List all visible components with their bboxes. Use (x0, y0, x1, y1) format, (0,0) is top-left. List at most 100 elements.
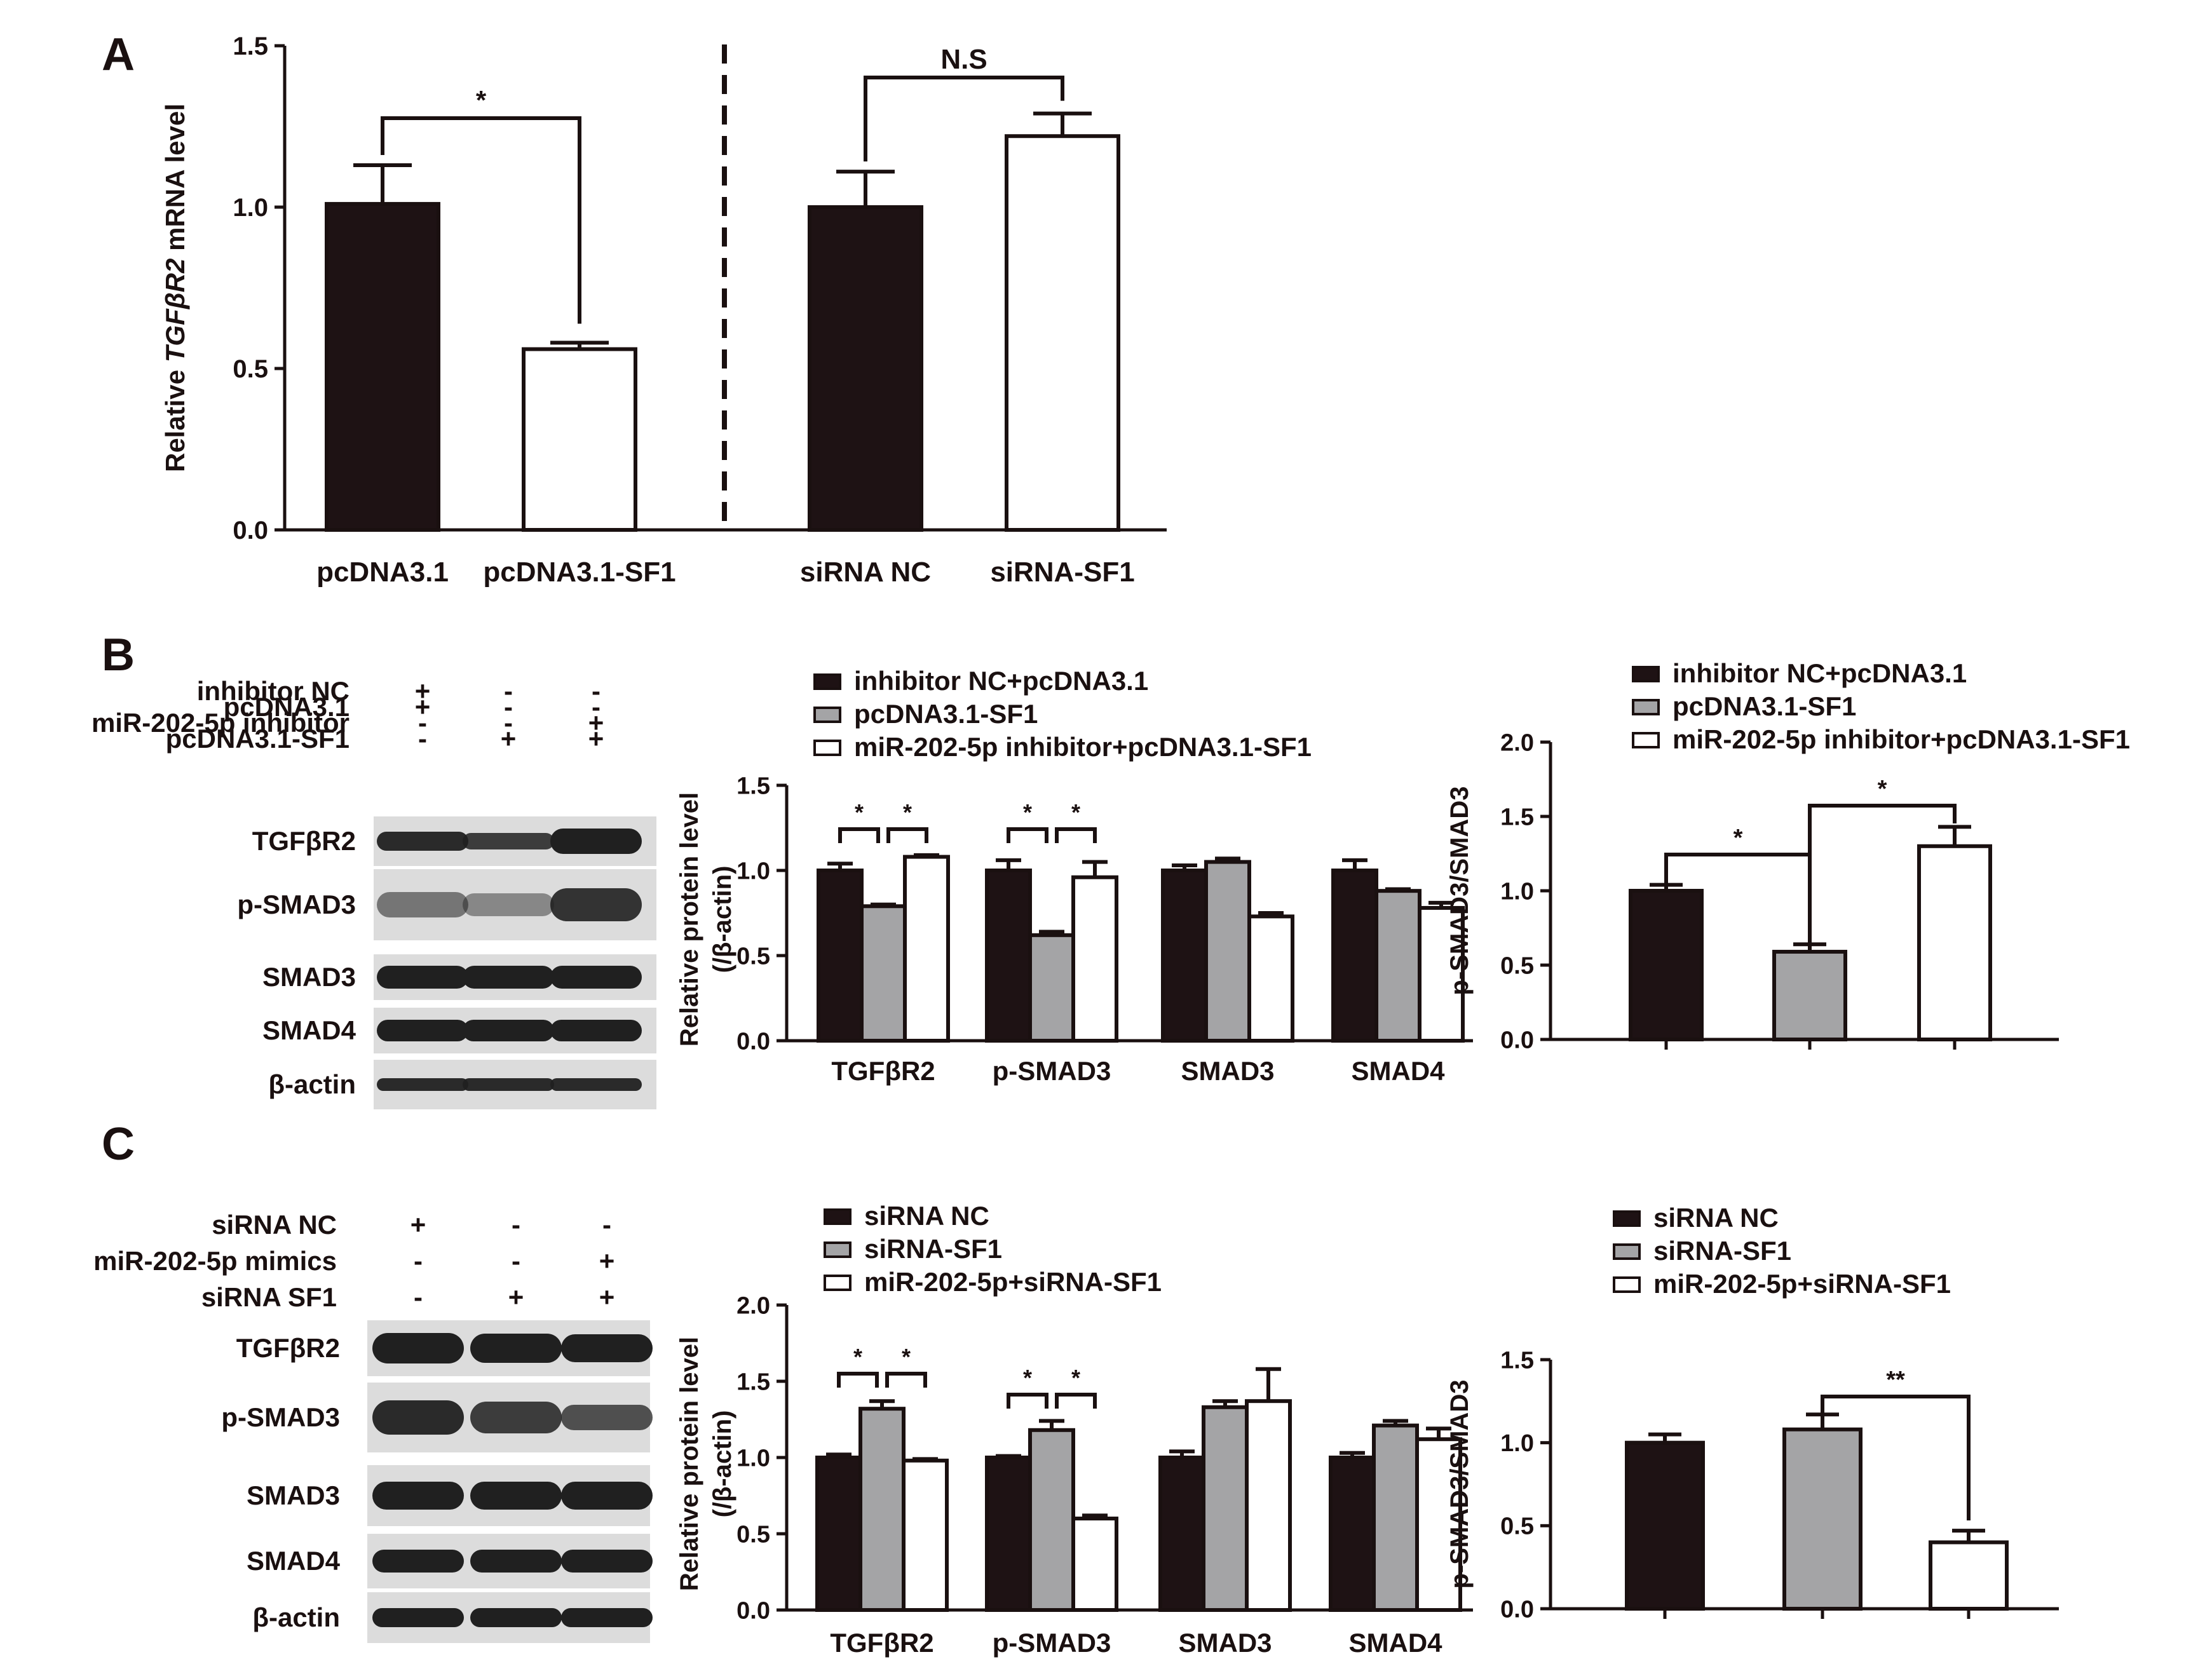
y-axis-label-part: mRNA level (160, 104, 190, 259)
protein-band (550, 829, 642, 854)
legend-label: miR-202-5p inhibitor+pcDNA3.1-SF1 (1673, 724, 2130, 754)
protein-band (463, 966, 554, 989)
condition-sign: - (504, 692, 513, 722)
legend-label: siRNA NC (1653, 1203, 1779, 1233)
band-label: SMAD4 (262, 1015, 356, 1045)
chart-a-mrna: 0.0 0.5 1.0 1.5 Relative TGFβR2 mRNA level pc… (160, 32, 1167, 588)
legend-swatch (824, 1208, 852, 1225)
bar (1204, 860, 1251, 1043)
legend-swatch (1613, 1210, 1641, 1227)
legend-swatch (1613, 1276, 1641, 1293)
significance-bracket (381, 116, 581, 324)
protein-band (470, 1482, 562, 1510)
condition-sign: + (501, 724, 517, 754)
significance-bracket (1821, 1395, 1971, 1520)
significance-bracket-label: N.S (940, 44, 987, 75)
condition-sign: - (602, 1210, 611, 1240)
protein-band (377, 1078, 468, 1091)
protein-band (550, 1078, 642, 1091)
y-axis-label: p-SMAD3/SMAD3 (1446, 787, 1474, 996)
bar (858, 1407, 906, 1612)
condition-label: inhibitor NC (197, 676, 349, 706)
y-tick-label: 0.0 (1500, 1027, 1534, 1053)
x-tick-label: p-SMAD3 (993, 1056, 1111, 1086)
condition-sign: - (504, 676, 513, 706)
protein-band (561, 1482, 653, 1510)
condition-sign: + (588, 724, 604, 754)
condition-sign: - (592, 692, 600, 722)
y-axis-label: p-SMAD3/SMAD3 (1446, 1380, 1474, 1589)
x-tick-label: SMAD3 (1178, 1628, 1272, 1658)
bar (1929, 1540, 2009, 1611)
bar (1772, 949, 1847, 1041)
legend-label: miR-202-5p+siRNA-SF1 (864, 1267, 1162, 1297)
significance-bracket (1007, 1393, 1048, 1409)
protein-band (561, 1550, 653, 1573)
protein-band (377, 1020, 468, 1041)
bar (1005, 134, 1120, 532)
significance-bracket-label: * (902, 1344, 911, 1370)
protein-band (550, 888, 642, 921)
significance-bracket (864, 76, 1064, 162)
legend-label: siRNA NC (864, 1201, 989, 1231)
y-axis-label: Relative TGFβR2 mRNA level (160, 104, 190, 472)
condition-sign: + (599, 1282, 615, 1312)
bar (1629, 889, 1704, 1041)
significance-bracket-label: * (1878, 776, 1887, 802)
condition-sign: - (414, 1282, 423, 1312)
protein-band (561, 1334, 653, 1362)
protein-band (377, 966, 468, 989)
band-label: TGFβR2 (252, 826, 356, 856)
legend-label: inhibitor NC+pcDNA3.1 (1673, 658, 1967, 688)
protein-band (470, 1550, 562, 1573)
x-tick-label: TGFβR2 (831, 1056, 935, 1086)
y-tick-label: 2.0 (736, 1292, 770, 1319)
bar (1331, 869, 1378, 1043)
band-label: SMAD3 (262, 962, 356, 992)
bar (1158, 1456, 1205, 1612)
bar (808, 205, 923, 532)
bar (1071, 875, 1118, 1043)
chart-c-psmad3-ratio: 0.0 0.5 1.0 1.5 p-SMAD3/SMAD3 siRNA NCsiRNA-S… (1446, 1203, 2059, 1623)
bar (903, 855, 950, 1043)
x-tick-label: TGFβR2 (830, 1628, 933, 1658)
y-tick-label: 1.5 (1500, 804, 1534, 830)
x-tick-label: SMAD3 (1181, 1056, 1274, 1086)
condition-sign: - (418, 708, 427, 738)
x-tick-label: p-SMAD3 (993, 1628, 1111, 1658)
y-tick-label: 0.5 (736, 1521, 770, 1548)
protein-band (463, 833, 554, 849)
legend-swatch (824, 1241, 852, 1258)
y-tick-label: 1.0 (1500, 1430, 1534, 1457)
condition-sign: - (512, 1210, 520, 1240)
y-tick-label: 1.0 (233, 194, 268, 222)
bar (1372, 1423, 1419, 1613)
bar (1028, 933, 1075, 1043)
y-axis-label-part: TGFβR2 (160, 259, 190, 363)
legend-label: siRNA-SF1 (1653, 1236, 1791, 1266)
significance-bracket (1808, 804, 1957, 947)
bar (1071, 1517, 1118, 1612)
condition-label: siRNA SF1 (201, 1282, 337, 1312)
y-tick-label: 1.5 (1500, 1347, 1534, 1374)
significance-bracket (837, 1372, 879, 1388)
protein-band (561, 1405, 653, 1430)
protein-band (470, 1608, 562, 1627)
legend-label: miR-202-5p inhibitor+pcDNA3.1-SF1 (854, 732, 1312, 762)
western-blot-c: siRNA NC + - - miR-202-5p mimics - - + siRNA SF1… (93, 1210, 653, 1643)
condition-sign: + (588, 708, 604, 738)
significance-bracket-label: * (476, 85, 487, 115)
legend-swatch (813, 673, 841, 690)
y-axis-label: Relative protein level (675, 792, 703, 1046)
significance-bracket-label: * (1734, 825, 1743, 851)
protein-band (377, 892, 468, 917)
condition-sign: - (418, 724, 427, 754)
bar (902, 1458, 949, 1613)
panel-letter-a: A (102, 29, 135, 80)
condition-sign: - (504, 708, 513, 738)
condition-label: miR-202-5p mimics (93, 1246, 337, 1276)
significance-bracket-label: * (1071, 799, 1080, 825)
significance-bracket-label: * (1071, 1365, 1080, 1391)
bar (1782, 1427, 1863, 1611)
condition-label: pcDNA3.1 (224, 692, 349, 722)
